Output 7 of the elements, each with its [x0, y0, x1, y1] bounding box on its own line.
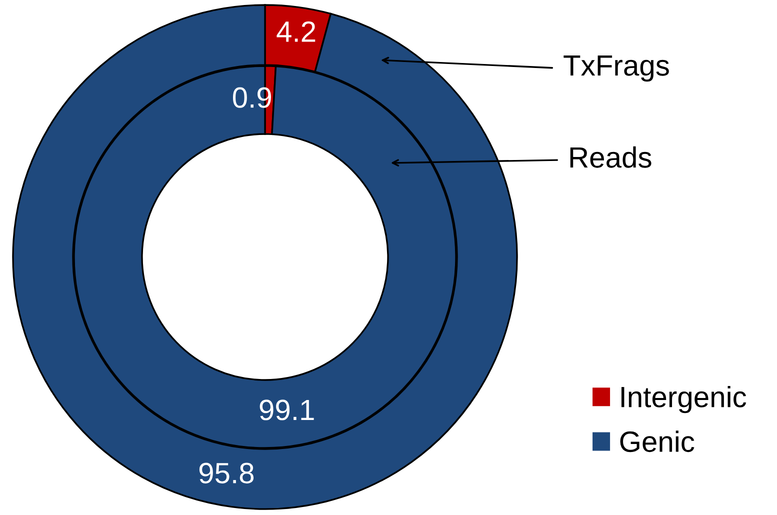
- data-label: 95.8: [199, 462, 254, 484]
- legend-label: Intergenic: [621, 386, 746, 414]
- slice-label: TxFrags: [564, 55, 669, 82]
- data-label: 4.2: [276, 21, 316, 42]
- slice-label: Reads: [570, 146, 652, 168]
- data-label: 99.1: [260, 400, 314, 420]
- legend-label: Genic: [620, 430, 694, 452]
